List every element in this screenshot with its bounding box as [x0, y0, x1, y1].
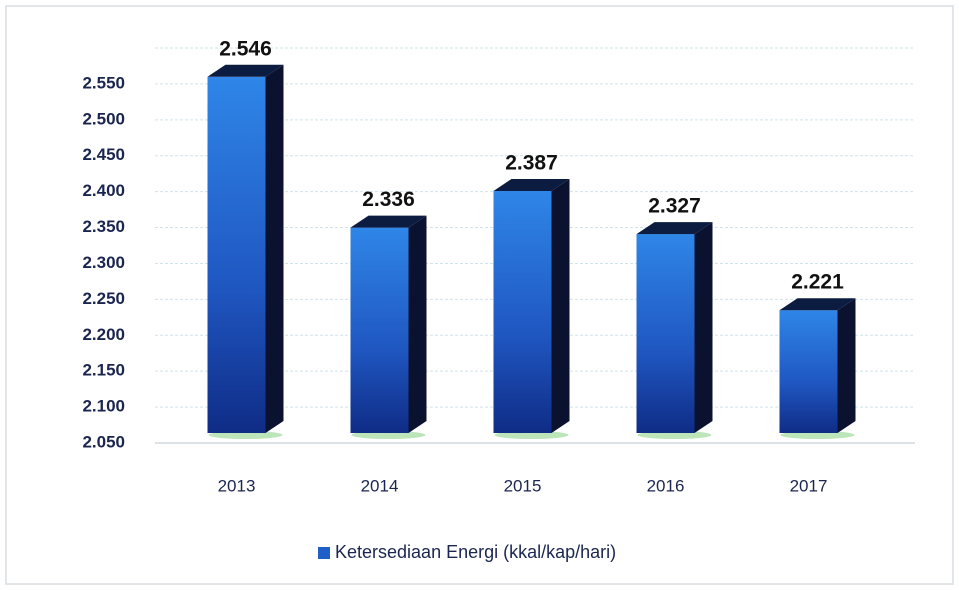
x-tick-label: 2015 [504, 476, 542, 495]
data-label: 2.327 [648, 195, 701, 218]
y-tick-label: 2.400 [82, 181, 125, 200]
bar-top [350, 215, 427, 228]
data-label: 2.387 [505, 152, 558, 175]
bar [350, 227, 409, 433]
bar-side [694, 222, 713, 433]
y-tick-label: 2.150 [82, 361, 125, 380]
bar-top [493, 178, 570, 191]
legend-label: Ketersediaan Energi (kkal/kap/hari) [335, 542, 616, 562]
x-tick-label: 2013 [218, 476, 256, 495]
x-tick-label: 2014 [361, 476, 399, 495]
y-tick-label: 2.500 [82, 109, 125, 128]
x-tick-label: 2017 [790, 476, 828, 495]
bar [493, 190, 552, 433]
bar-side [837, 298, 856, 433]
bar [779, 310, 838, 433]
bar [636, 234, 695, 433]
y-tick-label: 2.450 [82, 145, 125, 164]
bar [207, 76, 266, 434]
bar-side [265, 64, 284, 434]
y-tick-label: 2.300 [82, 253, 125, 272]
x-tick-label: 2016 [647, 476, 685, 495]
y-tick-label: 2.250 [82, 289, 125, 308]
bar-side [408, 215, 427, 433]
y-tick-label: 2.200 [82, 325, 125, 344]
bar-side [551, 178, 570, 433]
y-tick-label: 2.350 [82, 217, 125, 236]
bar-top [207, 64, 284, 77]
y-tick-label: 2.100 [82, 397, 125, 416]
bar-top [636, 222, 713, 235]
data-label: 2.221 [791, 271, 844, 294]
y-tick-label: 2.050 [82, 432, 125, 451]
data-label: 2.336 [362, 188, 415, 211]
data-label: 2.546 [219, 37, 272, 60]
bar-top [779, 298, 856, 311]
y-tick-label: 2.550 [82, 73, 125, 92]
legend-swatch [318, 547, 330, 559]
chart-frame [5, 5, 954, 585]
